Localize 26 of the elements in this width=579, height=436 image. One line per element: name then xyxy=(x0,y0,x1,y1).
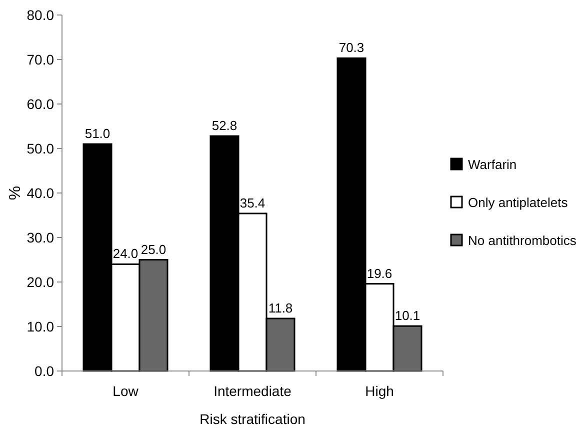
data-label: 52.8 xyxy=(212,118,238,134)
y-tick-label: 20.0 xyxy=(26,274,54,290)
y-tick-label: 30.0 xyxy=(26,229,54,246)
data-label: 10.1 xyxy=(394,308,420,324)
data-label: 25.0 xyxy=(140,242,166,257)
x-tick-label: High xyxy=(365,383,394,399)
data-label: 70.3 xyxy=(338,40,364,56)
y-tick-label: 10.0 xyxy=(26,318,54,334)
data-label: 35.4 xyxy=(240,195,266,210)
y-tick-label: 70.0 xyxy=(26,51,54,68)
y-tick-label: 60.0 xyxy=(26,96,54,112)
y-tick-label: 0.0 xyxy=(34,362,54,379)
legend-label: Warfarin xyxy=(468,157,517,172)
data-label: 24.0 xyxy=(112,246,138,262)
data-label: 11.8 xyxy=(268,300,293,316)
legend-label: No antithrombotics xyxy=(468,233,577,248)
x-axis-title: Risk stratification xyxy=(200,411,306,427)
data-label: 19.6 xyxy=(366,266,392,281)
x-tick-label: Intermediate xyxy=(214,383,292,399)
y-tick-label: 50.0 xyxy=(26,140,54,156)
legend-label: Only antiplatelets xyxy=(468,195,568,210)
data-label: 51.0 xyxy=(84,126,110,142)
y-axis-title: % xyxy=(7,186,24,200)
x-tick-label: Low xyxy=(112,383,140,399)
y-tick-label: 40.0 xyxy=(26,184,54,201)
y-tick-label: 80.0 xyxy=(26,6,54,23)
